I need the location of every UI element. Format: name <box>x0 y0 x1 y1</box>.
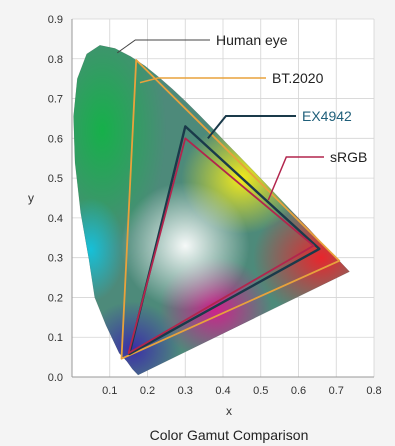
callouts: Human eye BT.2020 EX4942 sRGB <box>117 32 367 201</box>
y-axis-label: y <box>28 191 34 205</box>
y-tick-label: 0.1 <box>48 332 63 344</box>
series-bt-2020-triangle <box>120 59 341 360</box>
y-tick-label: 0.6 <box>48 133 63 145</box>
x-tick-label: 0.1 <box>102 385 117 397</box>
series-srgb-triangle <box>127 137 315 354</box>
x-tick-label: 0.5 <box>253 385 268 397</box>
y-tick-label: 0.3 <box>48 253 63 265</box>
y-tick-label: 0.4 <box>48 213 63 225</box>
series-human-eye-outline <box>73 44 350 376</box>
x-tick-label: 0.3 <box>178 385 193 397</box>
callout-label: BT.2020 <box>272 70 324 86</box>
y-tick-label: 0.7 <box>48 94 63 106</box>
callout-leader-line <box>117 39 210 54</box>
y-tick-label: 0.2 <box>48 292 63 304</box>
callout-label: EX4942 <box>302 108 352 124</box>
series-ex4942-triangle <box>128 125 321 356</box>
y-tick-label: 0.0 <box>48 372 63 384</box>
y-tick-label: 0.9 <box>48 14 63 26</box>
x-tick-label: 0.4 <box>215 385 230 397</box>
x-axis-label: x <box>226 404 232 418</box>
x-tick-label: 0.8 <box>366 385 381 397</box>
axis-ticks: 0.1 0.2 0.3 0.4 0.5 0.6 0.7 0.8 0.0 0.1 0.2 0.3 0.4 0… <box>48 14 382 397</box>
x-tick-label: 0.6 <box>291 385 306 397</box>
y-tick-label: 0.5 <box>48 173 63 185</box>
y-tick-label: 0.8 <box>48 54 63 66</box>
callout-label: Human eye <box>216 32 288 48</box>
x-tick-label: 0.7 <box>329 385 344 397</box>
chart-caption: Color Gamut Comparison <box>150 427 309 443</box>
x-tick-label: 0.2 <box>140 385 155 397</box>
gamut-series <box>73 44 350 376</box>
callout-leader-line <box>267 156 324 201</box>
callout-leader-line <box>207 115 296 139</box>
callout-label: sRGB <box>330 149 367 165</box>
callout-leader-line <box>139 77 266 84</box>
